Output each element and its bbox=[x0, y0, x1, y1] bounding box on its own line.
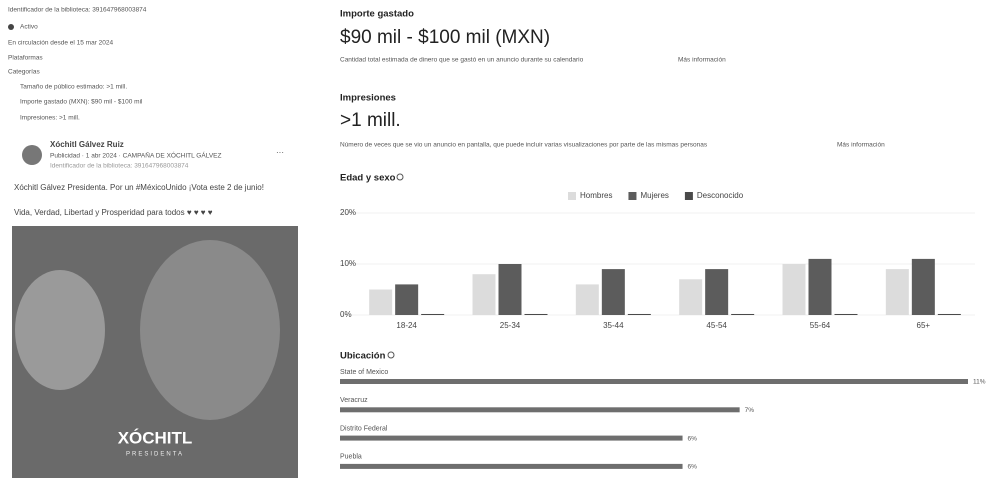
x-tick-label: 25-34 bbox=[500, 321, 521, 330]
legend-label: Desconocido bbox=[697, 191, 744, 200]
ad-image-figure bbox=[15, 270, 105, 390]
category-label: Distrito Federal bbox=[340, 425, 388, 432]
info-icon[interactable] bbox=[397, 174, 403, 180]
bar bbox=[835, 314, 858, 315]
bar bbox=[705, 269, 728, 315]
platforms: Plataformas bbox=[8, 55, 43, 62]
ad-text: Xóchitl Gálvez Presidenta. Por un #Méxic… bbox=[14, 183, 264, 192]
category-label: State of Mexico bbox=[340, 369, 388, 376]
y-tick-label: 20% bbox=[340, 208, 356, 217]
bar bbox=[525, 314, 548, 315]
ad-text: Vida, Verdad, Libertad y Prosperidad par… bbox=[14, 208, 213, 217]
spend-description: Cantidad total estimada de dinero que se… bbox=[340, 57, 584, 64]
impressions: Impresiones: >1 mill. bbox=[20, 115, 80, 122]
bar bbox=[731, 314, 754, 315]
running-since: En circulación desde el 15 mar 2024 bbox=[8, 40, 114, 47]
bar bbox=[340, 379, 968, 384]
value-label: 11% bbox=[973, 379, 986, 386]
bar bbox=[628, 314, 651, 315]
category-label: Puebla bbox=[340, 454, 362, 461]
bar bbox=[602, 269, 625, 315]
x-tick-label: 55-64 bbox=[810, 321, 831, 330]
category-label: Veracruz bbox=[340, 397, 368, 404]
status-icon bbox=[8, 24, 14, 30]
info-icon[interactable] bbox=[388, 352, 394, 358]
legend-swatch bbox=[568, 192, 576, 200]
bar bbox=[499, 264, 522, 315]
bar bbox=[340, 464, 683, 469]
bar bbox=[809, 259, 832, 315]
legend-swatch bbox=[685, 192, 693, 200]
status: Activo bbox=[20, 24, 38, 31]
bar bbox=[395, 284, 418, 315]
bar bbox=[912, 259, 935, 315]
bar bbox=[473, 274, 496, 315]
ad-identifier: Identificador de la biblioteca: 39164796… bbox=[50, 163, 189, 170]
ad-image-figure bbox=[140, 240, 280, 420]
more-info-link[interactable]: Más información bbox=[837, 142, 885, 149]
value-label: 6% bbox=[688, 464, 698, 471]
image-title: XÓCHITL bbox=[118, 428, 193, 447]
bar bbox=[783, 264, 806, 315]
x-tick-label: 18-24 bbox=[396, 321, 417, 330]
advertiser: Xóchitl Gálvez Ruiz bbox=[50, 140, 124, 149]
sponsored: Publicidad · 1 abr 2024 · CAMPAÑA DE XÓC… bbox=[50, 151, 222, 160]
y-tick-label: 0% bbox=[340, 310, 352, 319]
value-label: 6% bbox=[688, 435, 698, 442]
more-menu[interactable]: ··· bbox=[276, 148, 284, 157]
audience-size: Tamaño de público estimado: >1 mill. bbox=[20, 84, 127, 91]
x-tick-label: 35-44 bbox=[603, 321, 624, 330]
more-info-link[interactable]: Más información bbox=[678, 57, 726, 64]
bar bbox=[369, 290, 392, 316]
bar bbox=[886, 269, 909, 315]
legend-label: Hombres bbox=[580, 191, 612, 200]
impressions-value: >1 mill. bbox=[340, 110, 401, 131]
page: Identificador de la biblioteca: 39164796… bbox=[0, 0, 986, 478]
legend-label: Mujeres bbox=[640, 191, 668, 200]
amount-spent: Importe gastado (MXN): $90 mil - $100 mi… bbox=[20, 99, 143, 106]
bar bbox=[421, 314, 444, 315]
spend-value: $90 mil - $100 mil (MXN) bbox=[340, 27, 550, 48]
impressions-label: Impresiones bbox=[340, 93, 396, 104]
categories: Categorías bbox=[8, 69, 41, 76]
image-subtitle: PRESIDENTA bbox=[126, 452, 184, 458]
chart-title: Edad y sexo bbox=[340, 173, 396, 184]
y-tick-label: 10% bbox=[340, 259, 356, 268]
x-tick-label: 65+ bbox=[917, 321, 931, 330]
legend-swatch bbox=[628, 192, 636, 200]
bar bbox=[679, 279, 702, 315]
bar bbox=[340, 407, 740, 412]
avatar bbox=[22, 145, 42, 165]
value-label: 7% bbox=[745, 407, 755, 414]
library-id: Identificador de la biblioteca: 39164796… bbox=[8, 7, 147, 14]
chart-title: Ubicación bbox=[340, 351, 386, 362]
bar bbox=[576, 284, 599, 315]
x-tick-label: 45-54 bbox=[706, 321, 727, 330]
spend-label: Importe gastado bbox=[340, 9, 414, 20]
bar bbox=[938, 314, 961, 315]
bar bbox=[340, 436, 683, 441]
impressions-description: Número de veces que se vio un anuncio en… bbox=[340, 142, 708, 149]
